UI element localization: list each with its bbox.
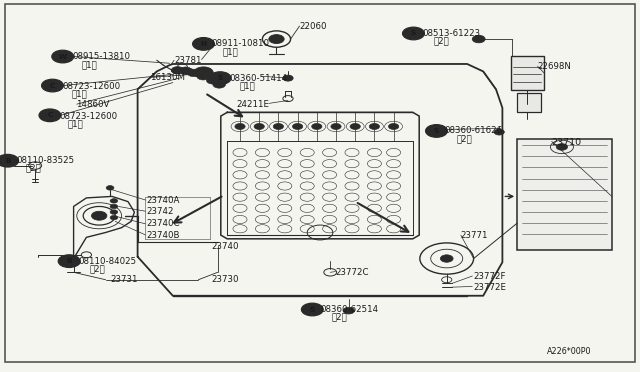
Text: 23731: 23731 [110,275,138,284]
Text: 08110-84025: 08110-84025 [78,257,136,266]
Circle shape [106,186,114,190]
Circle shape [440,255,453,262]
Text: 〨1）: 〨1） [239,81,255,90]
Circle shape [206,77,220,84]
Text: 22698N: 22698N [538,62,572,71]
Circle shape [52,50,74,63]
Circle shape [426,125,447,137]
Text: 〨1）: 〨1） [72,89,88,98]
Text: S: S [310,307,315,312]
Circle shape [283,75,293,81]
Text: 23772E: 23772E [474,283,507,292]
Text: 〨1）: 〨1） [68,119,84,128]
Circle shape [187,69,200,77]
Circle shape [39,109,61,122]
Text: S: S [411,31,416,36]
Text: 23742: 23742 [146,207,173,216]
Text: 08911-10810: 08911-10810 [211,39,269,48]
Text: 23781: 23781 [174,56,202,65]
Text: 〨2）: 〨2） [457,134,473,143]
Text: 08110-83525: 08110-83525 [16,156,74,165]
Circle shape [312,124,322,129]
Text: B: B [5,158,10,164]
Circle shape [193,38,214,50]
Circle shape [343,307,355,314]
Text: 16130M: 16130M [150,73,186,82]
Text: C: C [50,83,55,89]
Text: 08360-51414: 08360-51414 [229,74,287,83]
Circle shape [209,72,231,84]
Text: 23740B: 23740B [146,231,179,240]
Text: 08360-61626: 08360-61626 [445,126,503,135]
Circle shape [254,124,264,129]
Circle shape [350,124,360,129]
Text: 23772F: 23772F [474,272,506,280]
Text: 22060: 22060 [300,22,327,31]
Text: 23740A: 23740A [146,196,179,205]
Text: 23740C: 23740C [146,219,179,228]
Text: 〨2）: 〨2） [90,264,106,273]
Bar [517,93,541,112]
Text: 23771: 23771 [461,231,488,240]
Circle shape [292,124,303,129]
Text: 〨1）: 〨1） [223,47,239,56]
Text: 〨2）: 〨2） [332,312,348,321]
Circle shape [212,81,226,88]
Circle shape [494,129,504,135]
Bar [517,139,612,250]
Text: 23730: 23730 [211,275,239,284]
Circle shape [110,215,118,220]
Circle shape [110,199,118,203]
Circle shape [110,204,118,209]
Circle shape [301,303,323,316]
Circle shape [556,144,568,150]
Circle shape [388,124,399,129]
Circle shape [42,79,63,92]
Circle shape [331,124,341,129]
Circle shape [0,154,19,167]
Text: S: S [434,128,439,134]
Text: 23740: 23740 [211,242,239,251]
Circle shape [403,27,424,40]
Circle shape [179,67,192,74]
Text: 08723-12600: 08723-12600 [59,112,117,121]
Circle shape [110,210,118,214]
Text: 〨2）: 〨2） [434,36,450,45]
Text: 24211E: 24211E [237,100,270,109]
Text: C: C [47,112,52,118]
Text: 08360-62514: 08360-62514 [320,305,378,314]
Circle shape [235,124,245,129]
Text: 08513-61223: 08513-61223 [422,29,481,38]
Text: A226*00P0: A226*00P0 [547,347,592,356]
Text: S: S [218,75,223,81]
Circle shape [472,35,485,43]
Text: N: N [200,41,207,47]
Text: 08915-13810: 08915-13810 [72,52,131,61]
Text: B: B [67,258,72,264]
Text: 14860V: 14860V [76,100,109,109]
Text: W: W [59,54,67,60]
Circle shape [273,124,284,129]
Circle shape [369,124,380,129]
Circle shape [171,67,184,74]
Bar [511,56,544,90]
Circle shape [92,211,107,220]
Circle shape [197,73,210,80]
Text: 〨2）: 〨2） [26,164,42,173]
Text: 08723-12600: 08723-12600 [63,82,121,91]
Circle shape [194,67,213,78]
Circle shape [58,255,80,267]
Text: 23710: 23710 [552,138,582,147]
Text: 23772C: 23772C [335,268,369,277]
Text: 〨1）: 〨1） [81,60,97,69]
Circle shape [269,35,284,44]
